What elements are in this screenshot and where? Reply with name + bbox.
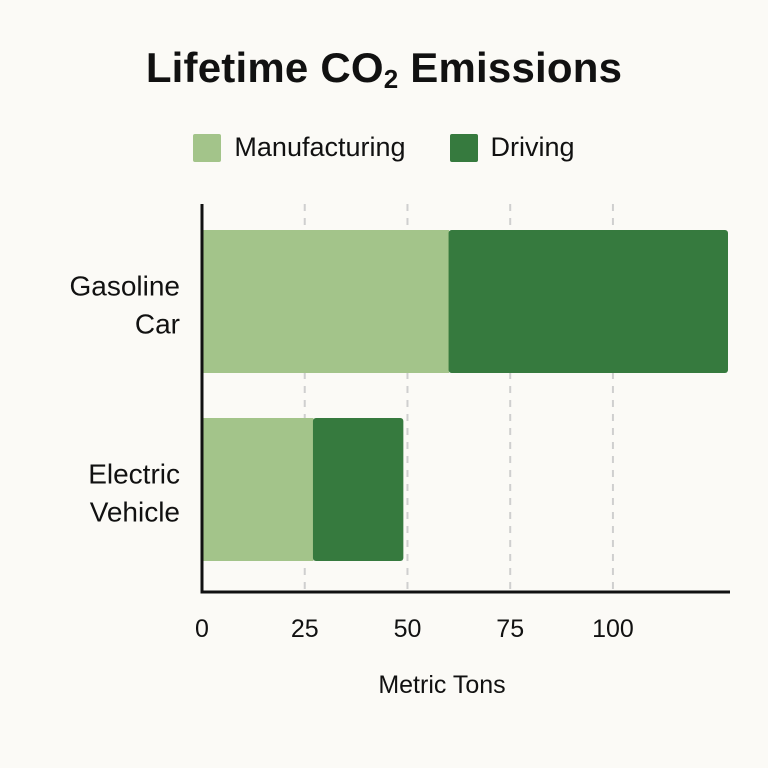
chart-title: Lifetime CO2 Emissions bbox=[145, 44, 623, 94]
x-tick-label-50: 50 bbox=[394, 615, 422, 643]
bars bbox=[202, 230, 728, 561]
legend-label-manufacturing: Manufacturing bbox=[234, 132, 406, 162]
legend-label-driving: Driving bbox=[490, 132, 575, 162]
x-axis-title: Metric Tons bbox=[378, 671, 505, 699]
category-label-electric: Electric Vehicle bbox=[88, 459, 180, 528]
legend-swatch-manufacturing bbox=[193, 133, 222, 162]
category-label-line2: Car bbox=[135, 309, 180, 340]
legend-item-manufacturing: Manufacturing bbox=[193, 132, 406, 163]
category-label-line2: Vehicle bbox=[90, 497, 180, 528]
legend: Manufacturing Driving bbox=[0, 132, 768, 163]
bar-electric-driving bbox=[312, 418, 404, 561]
x-tick-label-25: 25 bbox=[291, 615, 319, 643]
x-tick-label-75: 75 bbox=[496, 615, 524, 643]
category-label-line1: Gasoline bbox=[69, 271, 180, 302]
legend-swatch-driving bbox=[449, 133, 478, 162]
category-labels: Gasoline Car Electric Vehicle bbox=[69, 271, 180, 528]
x-tick-label-0: 0 bbox=[195, 615, 209, 643]
x-tick-label-100: 100 bbox=[592, 615, 634, 643]
bar-gasoline-driving bbox=[448, 230, 728, 373]
category-label-gasoline: Gasoline Car bbox=[69, 271, 180, 340]
legend-item-driving: Driving bbox=[449, 132, 575, 163]
x-tick-labels: 0 25 50 75 100 bbox=[195, 615, 634, 643]
bar-electric-manufacturing bbox=[202, 418, 314, 561]
bar-gasoline-manufacturing bbox=[202, 230, 450, 373]
category-label-line1: Electric bbox=[88, 459, 180, 490]
